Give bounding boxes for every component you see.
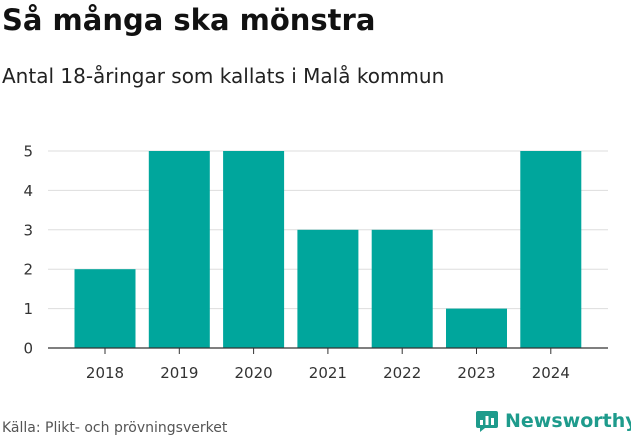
bar-2020 xyxy=(223,151,285,348)
x-tick-label: 2021 xyxy=(309,364,347,382)
y-tick-label: 5 xyxy=(23,143,33,161)
x-tick-label: 2024 xyxy=(532,364,570,382)
source-note: Källa: Plikt- och prövningsverket xyxy=(2,420,228,436)
y-tick-label: 2 xyxy=(23,261,33,279)
bar-2022 xyxy=(371,229,433,348)
bar-2023 xyxy=(446,308,507,348)
x-tick-label: 2018 xyxy=(86,364,124,382)
brand-logo: Newsworthy xyxy=(475,409,631,433)
y-tick-label: 0 xyxy=(23,340,33,358)
chart-subtitle: Antal 18-åringar som kallats i Malå komm… xyxy=(2,64,445,88)
y-tick-label: 3 xyxy=(23,221,33,239)
brand-name: Newsworthy xyxy=(505,410,631,432)
bar-2024 xyxy=(520,151,582,348)
bar-2021 xyxy=(297,229,359,348)
bar-2019 xyxy=(148,151,210,348)
x-tick-label: 2019 xyxy=(160,364,198,382)
y-tick-label: 4 xyxy=(23,182,33,200)
x-tick-label: 2020 xyxy=(235,364,273,382)
chart-title: Så många ska mönstra xyxy=(2,3,376,37)
bar-2018 xyxy=(74,269,136,348)
axes: 0 1 2 3 4 5 2018 2019 2020 2021 2022 2023 2024 xyxy=(23,143,608,382)
x-tick-label: 2023 xyxy=(457,364,495,382)
newsworthy-logo-icon xyxy=(476,411,498,432)
x-tick-label: 2022 xyxy=(383,364,421,382)
bar-chart: 0 1 2 3 4 5 2018 2019 2020 2021 2022 2023 2024 xyxy=(23,143,608,382)
bars xyxy=(74,151,582,348)
y-tick-label: 1 xyxy=(23,300,33,318)
